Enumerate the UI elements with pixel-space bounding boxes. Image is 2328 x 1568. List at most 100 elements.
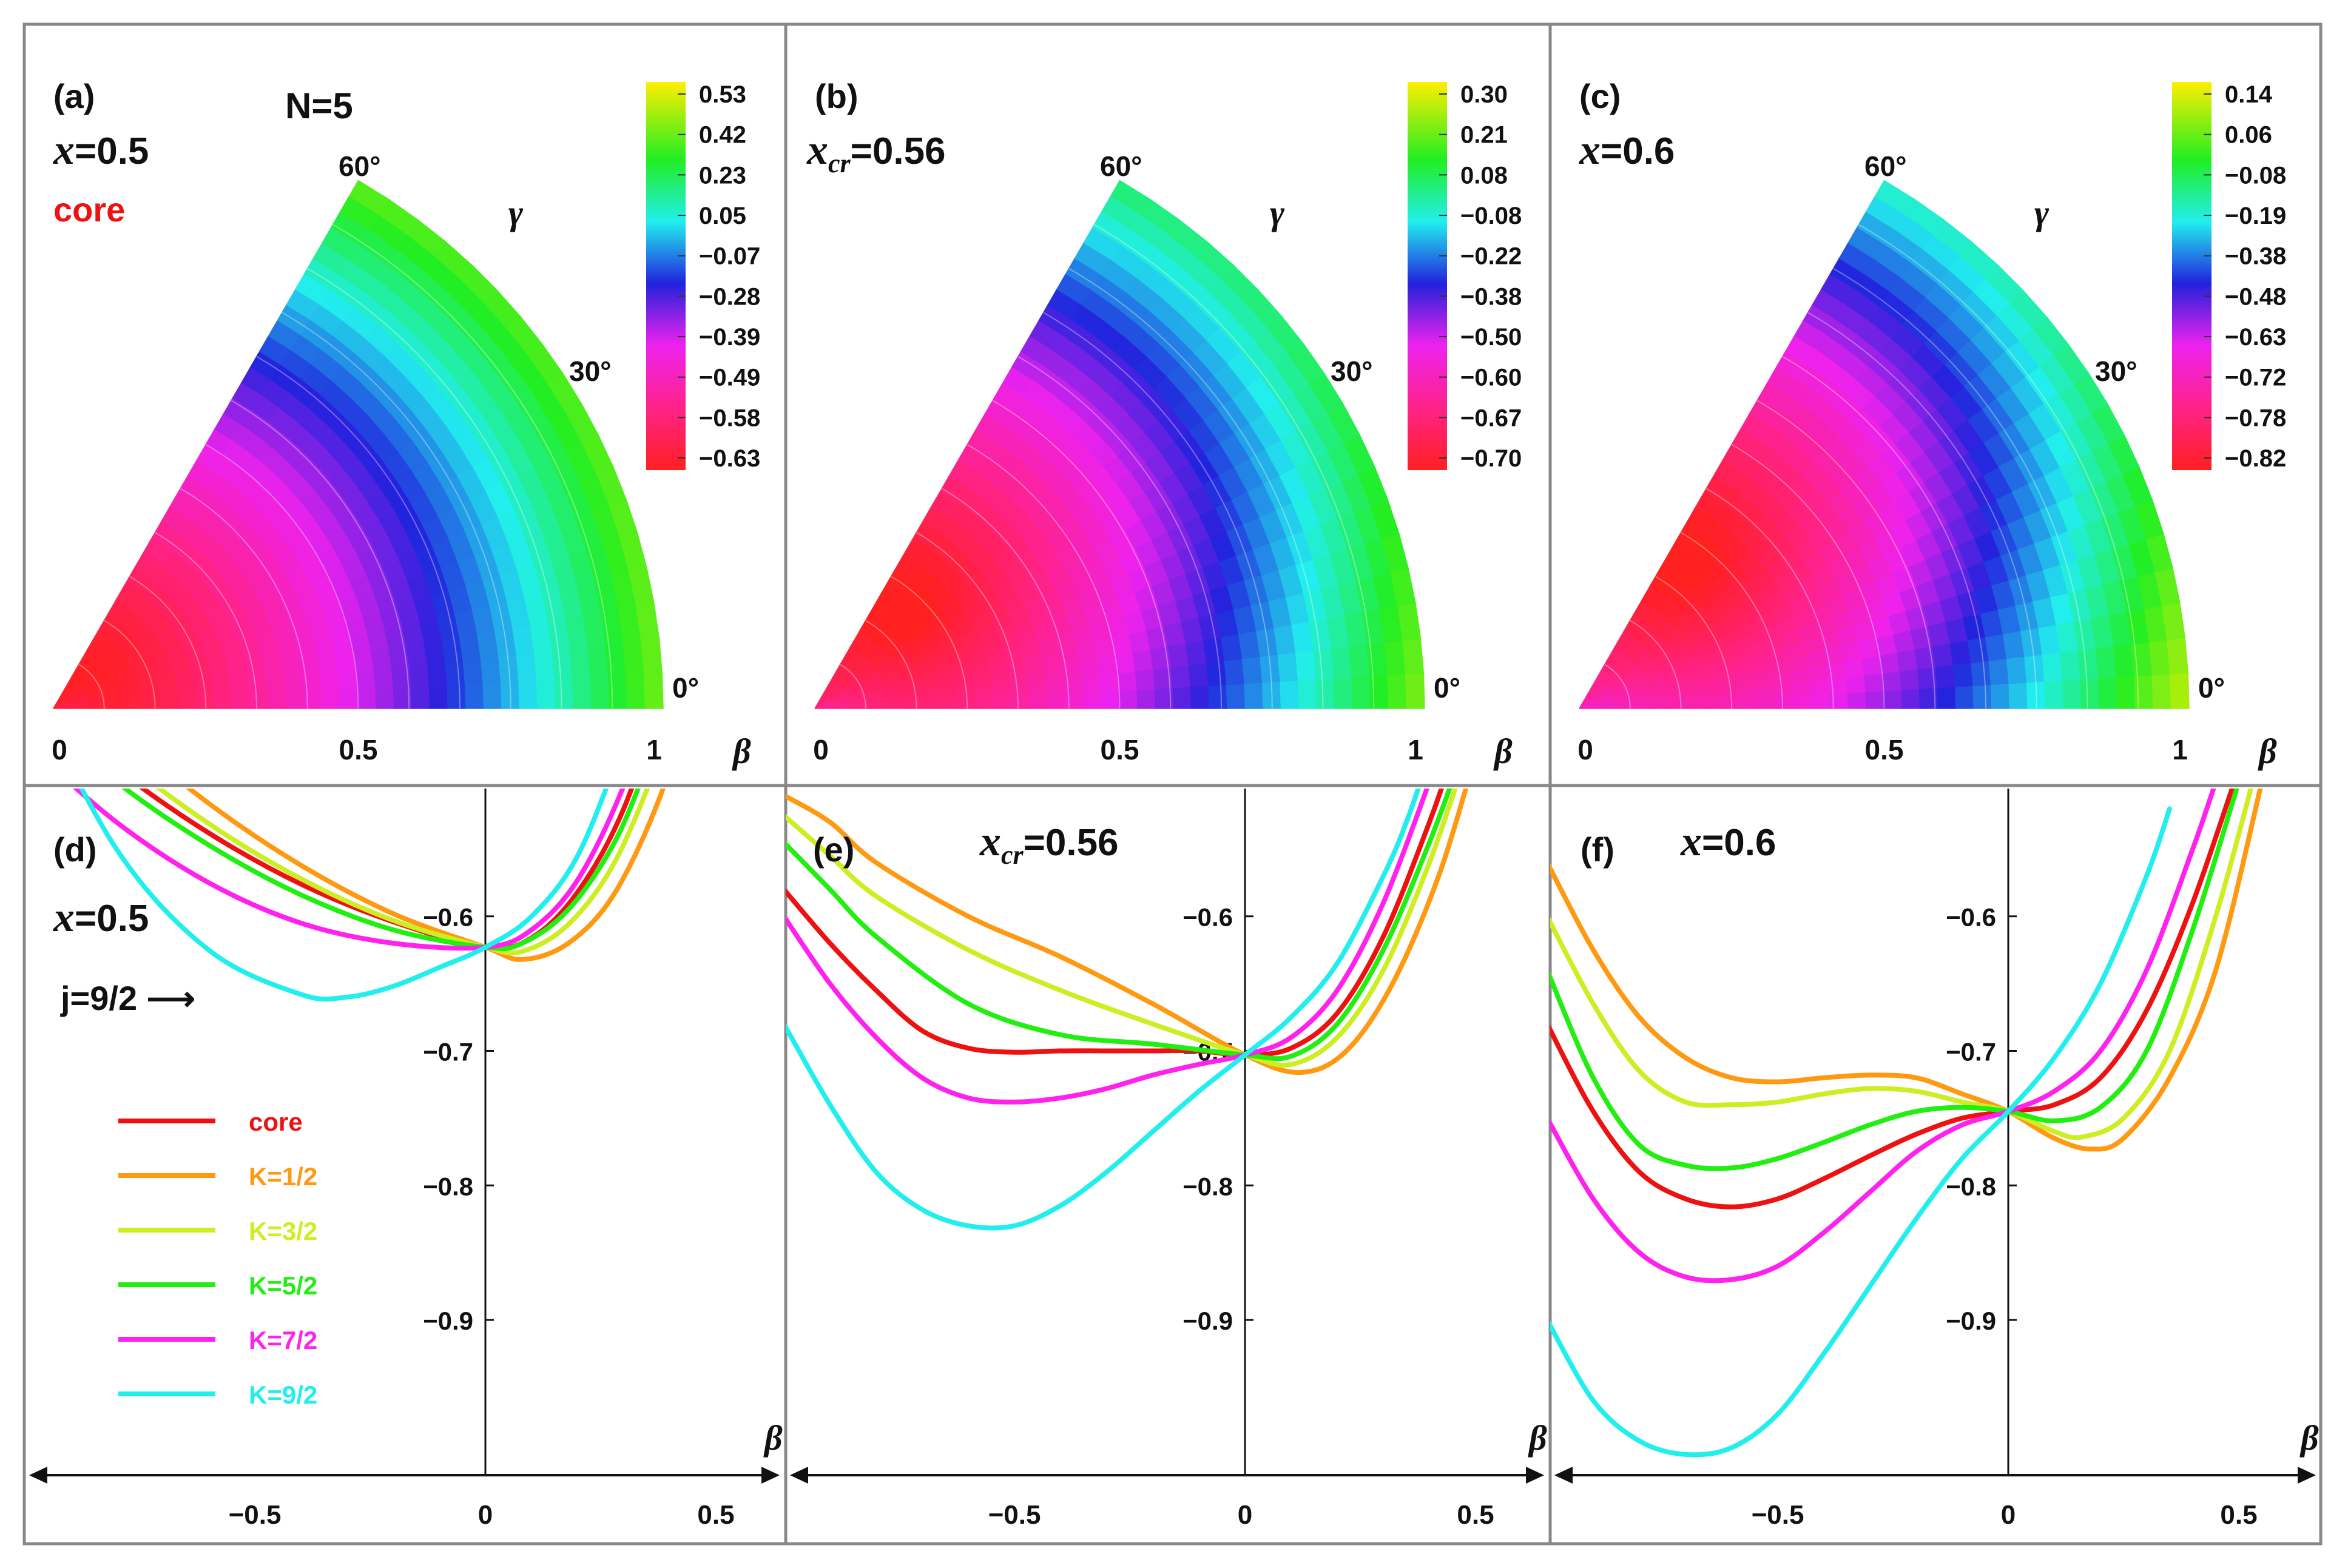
heatmap-cell bbox=[1280, 679, 1300, 709]
beta-tick-label: 0 bbox=[813, 734, 829, 765]
x-value-label: x=0.5 bbox=[53, 127, 149, 173]
series-line-k-7-2 bbox=[786, 789, 1430, 1105]
heatmap-cell bbox=[285, 693, 305, 709]
contour-arc bbox=[180, 488, 308, 709]
contour-arc bbox=[1043, 312, 1273, 709]
colorbar-label: −0.50 bbox=[1460, 324, 1522, 351]
y-tick-label: −0.8 bbox=[1183, 1172, 1233, 1200]
x-axis-arrow-right bbox=[761, 1467, 780, 1484]
heatmap-cell bbox=[1117, 670, 1138, 691]
contour-arc bbox=[1068, 268, 1324, 709]
colorbar-gradient bbox=[646, 82, 686, 470]
heatmap-cell bbox=[1883, 689, 1903, 709]
colorbar-label: 0.14 bbox=[2225, 81, 2273, 108]
contour-arc bbox=[967, 443, 1121, 709]
contour-arc bbox=[129, 576, 207, 709]
colorbar-label: −0.49 bbox=[699, 365, 760, 391]
panel-tag: (e) bbox=[813, 830, 854, 869]
series-line-k-5-2 bbox=[121, 789, 641, 951]
heatmap-cell bbox=[356, 670, 377, 691]
heatmap-cell bbox=[1874, 180, 1915, 215]
colorbar-label: −0.60 bbox=[1460, 365, 1522, 391]
panel-tag: (c) bbox=[1579, 77, 1621, 115]
colorbar-label: 0.30 bbox=[1460, 81, 1508, 108]
heatmap-cell bbox=[622, 639, 645, 676]
contour-arc bbox=[104, 620, 156, 709]
panel-tag: (b) bbox=[815, 77, 859, 115]
axes: −0.6 −0.7 −0.8 −0.9 −0.5 0 0.5 β bbox=[1554, 789, 2319, 1530]
heatmap-cell bbox=[1954, 685, 1975, 709]
gamma-label: γ bbox=[2034, 193, 2050, 232]
colorbar-label: 0.05 bbox=[699, 203, 746, 229]
heatmap-cell bbox=[569, 645, 592, 679]
contour-arc bbox=[840, 664, 866, 709]
series-line-k-3-2 bbox=[155, 789, 650, 956]
heatmap-cell bbox=[353, 651, 375, 674]
heatmap-cell bbox=[1029, 694, 1049, 709]
heatmap-cell bbox=[1847, 691, 1867, 709]
legend: core K=1/2 K=3/2 K=5/2 K=7/2 K=9/2 bbox=[118, 1108, 317, 1409]
heatmap-cell bbox=[1897, 648, 1918, 672]
series-line-core bbox=[786, 789, 1445, 1058]
series-line-k-9-2 bbox=[786, 789, 1421, 1231]
colorbar-label: −0.22 bbox=[1460, 243, 1522, 270]
series-line-k-5-2 bbox=[786, 789, 1452, 1062]
beta-tick-label: 0.5 bbox=[1101, 734, 1139, 765]
heatmap-cell bbox=[1011, 695, 1031, 709]
heatmap-cell bbox=[2059, 650, 2082, 681]
x-axis-arrow-left bbox=[29, 1467, 47, 1484]
contour-arc bbox=[307, 268, 562, 709]
series-group bbox=[72, 789, 666, 1002]
panel-tag: (a) bbox=[53, 77, 95, 115]
contour-lines bbox=[78, 224, 613, 709]
beta-ticks: 0 0.5 1 bbox=[1577, 734, 2188, 765]
heatmap-cell bbox=[1935, 664, 1956, 688]
contour-arc bbox=[941, 488, 1070, 709]
heatmap-cell bbox=[1758, 696, 1777, 709]
contour-arc bbox=[1833, 268, 2088, 709]
heatmap-cell bbox=[1224, 658, 1246, 685]
legend-label: K=1/2 bbox=[249, 1162, 317, 1191]
colorbar-label: 0.21 bbox=[1460, 122, 1508, 149]
panel-d: −0.6−0.7−0.8−0.9−0.5 0 0.5β(d)x=0.5coreK=1… bbox=[29, 789, 783, 1530]
contour-arc bbox=[332, 224, 613, 709]
series-group bbox=[1550, 789, 2263, 1458]
heatmap-cell bbox=[1331, 645, 1353, 679]
heatmap-cell bbox=[249, 695, 269, 709]
degree-label-60: 60° bbox=[339, 150, 381, 182]
beta-axis-label: β bbox=[2258, 732, 2277, 771]
heatmap-cell bbox=[640, 637, 663, 675]
heatmap-cell bbox=[2166, 637, 2189, 675]
colorbar-label: −0.07 bbox=[699, 243, 760, 270]
contour-arc bbox=[154, 532, 257, 709]
y-tick-label: −0.9 bbox=[423, 1307, 473, 1335]
heatmap-cell bbox=[554, 678, 574, 709]
heatmap-cell bbox=[1118, 689, 1138, 709]
heatmap-cell bbox=[1132, 648, 1154, 672]
x-tick-label: 0 bbox=[2001, 1500, 2016, 1530]
colorbar-label: −0.67 bbox=[1460, 405, 1522, 431]
y-tick-label: −0.8 bbox=[1946, 1172, 1996, 1200]
heatmap-cell bbox=[1297, 679, 1318, 709]
panel-b: (b)xcr=0.560 0.5 1 β0°30°60°γ0.300.210.08−0… bbox=[806, 77, 1522, 771]
colorbar-label: −0.28 bbox=[699, 283, 760, 310]
contour-arc bbox=[256, 355, 461, 709]
heatmap-cell bbox=[268, 694, 288, 709]
heatmap-cell bbox=[516, 651, 538, 682]
contour-lines bbox=[840, 224, 1375, 709]
colorbar: 0.53 0.42 0.23 0.05 −0.07 −0.28 −0.39 −0.49 −0.5… bbox=[646, 81, 760, 472]
heatmap-cell bbox=[1351, 675, 1372, 709]
heatmap-cell bbox=[518, 679, 538, 709]
colorbar-label: −0.82 bbox=[2225, 445, 2286, 472]
y-tick-label: −0.6 bbox=[1183, 903, 1233, 932]
legend-label: K=5/2 bbox=[249, 1271, 317, 1300]
legend-label: core bbox=[249, 1108, 303, 1136]
heatmap-cell bbox=[1172, 686, 1192, 709]
contour-arc bbox=[891, 576, 968, 709]
heatmap-cell bbox=[428, 685, 449, 709]
beta-axis-label: β bbox=[763, 1418, 783, 1458]
heatmap-cell bbox=[375, 688, 395, 709]
contour-arc bbox=[1017, 355, 1222, 709]
beta-tick-label: 0 bbox=[52, 734, 67, 765]
heatmap-cell bbox=[1295, 650, 1317, 681]
